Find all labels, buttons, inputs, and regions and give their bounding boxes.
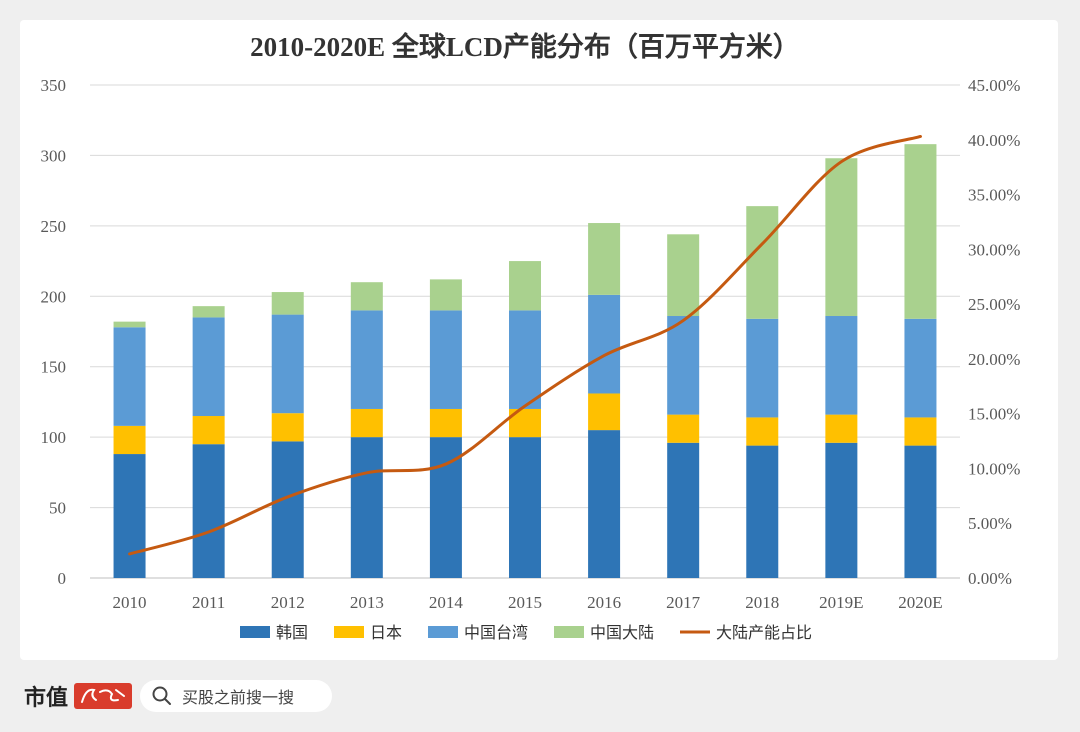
x-tick-label: 2011	[192, 593, 225, 612]
bar-segment	[588, 393, 621, 431]
brand-mark	[74, 683, 133, 709]
left-tick-label: 350	[41, 76, 67, 95]
bar-segment	[509, 310, 541, 409]
bar-segment	[192, 306, 225, 318]
left-tick-label: 250	[41, 217, 67, 236]
right-tick-label: 25.00%	[968, 295, 1020, 314]
bar-segment	[192, 416, 225, 445]
bar-segment	[350, 408, 383, 438]
bar-segment	[271, 413, 304, 442]
right-tick-label: 15.00%	[968, 405, 1020, 424]
right-tick-label: 5.00%	[968, 514, 1012, 533]
bar-segment	[667, 316, 700, 415]
line-series-mainland-share	[128, 134, 922, 556]
x-tick-label: 2019E	[819, 593, 863, 612]
right-tick-label: 35.00%	[968, 186, 1020, 205]
left-tick-label: 150	[41, 358, 67, 377]
legend-label: 韩国	[276, 623, 308, 642]
legend-label: 大陆产能占比	[716, 623, 812, 642]
legend-label: 日本	[370, 623, 402, 642]
legend-swatch	[554, 626, 584, 638]
search-box[interactable]: 买股之前搜一搜	[140, 680, 332, 712]
bar-segment	[113, 425, 146, 455]
bar-segment	[509, 261, 541, 311]
x-tick-label: 2020E	[898, 593, 942, 612]
bar-segment	[588, 430, 621, 578]
bar-segment	[429, 437, 462, 578]
bar-segment	[667, 234, 700, 317]
bar-segment	[746, 318, 779, 418]
bar-segment	[271, 441, 304, 578]
x-tick-label: 2012	[271, 593, 305, 612]
right-tick-label: 10.00%	[968, 459, 1020, 478]
x-tick-label: 2018	[745, 593, 779, 612]
legend-label: 中国台湾	[464, 623, 528, 642]
bar-segment	[588, 223, 621, 295]
x-tick-label: 2017	[666, 593, 701, 612]
bar-segment	[350, 310, 383, 409]
chart-title: 2010-2020E 全球LCD产能分布（百万平方米）	[250, 31, 800, 62]
left-tick-label: 300	[41, 146, 67, 165]
bar-segment	[350, 282, 383, 311]
bar-segment	[746, 417, 779, 446]
x-tick-label: 2014	[429, 593, 464, 612]
bar-segment	[904, 318, 937, 418]
right-tick-label: 30.00%	[968, 240, 1020, 259]
right-tick-label: 45.00%	[968, 76, 1020, 95]
bar-segment	[113, 327, 146, 426]
brand-text: 市值	[24, 685, 69, 711]
bar-segment	[825, 442, 858, 578]
bar-segment	[667, 442, 700, 578]
bar-segment	[429, 310, 462, 409]
x-tick-label: 2016	[587, 593, 621, 612]
bar-segment	[746, 206, 779, 319]
bar-segment	[271, 314, 304, 414]
bar-segment	[904, 144, 937, 319]
bar-segment	[271, 292, 304, 315]
bar-segment	[509, 437, 541, 578]
legend-swatch	[240, 626, 270, 638]
legend-label: 中国大陆	[590, 623, 654, 642]
bar-segment	[113, 321, 146, 328]
chart-card: 2010-2020E 全球LCD产能分布（百万平方米） 0 50 100 150 200 2…	[20, 20, 1058, 660]
right-tick-label: 20.00%	[968, 350, 1020, 369]
right-tick-label: 0.00%	[968, 569, 1012, 588]
bar-segment	[825, 316, 858, 415]
left-tick-label: 200	[41, 287, 67, 306]
bar-segment	[825, 414, 858, 443]
brand-logo[interactable]: 市值	[24, 680, 133, 712]
bar-segment	[746, 445, 779, 578]
search-icon	[152, 686, 171, 705]
right-tick-label: 40.00%	[968, 131, 1020, 150]
x-tick-label: 2010	[113, 593, 147, 612]
left-tick-label: 100	[41, 428, 67, 447]
chart: 2010-2020E 全球LCD产能分布（百万平方米） 0 50 100 150 200 2…	[41, 31, 1021, 642]
x-tick-label: 2015	[508, 593, 542, 612]
brand-mark-glyph	[81, 688, 126, 703]
bar-segment	[825, 158, 858, 317]
bar-segment	[192, 317, 225, 417]
bar-segment	[113, 454, 146, 578]
bar-segment	[904, 445, 937, 578]
left-tick-label: 50	[49, 499, 66, 518]
legend-swatch	[334, 626, 364, 638]
bar-segment	[192, 444, 225, 578]
bar-segment	[904, 417, 937, 446]
bar-segment	[429, 408, 462, 438]
bar-segment	[667, 414, 700, 443]
bar-segment	[350, 437, 383, 578]
bar-segment	[429, 279, 462, 311]
search-placeholder: 买股之前搜一搜	[182, 688, 295, 707]
bar-segment	[588, 294, 621, 394]
footer-bar: 市值 买股之前搜一搜	[0, 668, 1080, 732]
x-tick-label: 2013	[350, 593, 384, 612]
left-tick-label: 0	[58, 569, 67, 588]
legend-swatch	[428, 626, 458, 638]
